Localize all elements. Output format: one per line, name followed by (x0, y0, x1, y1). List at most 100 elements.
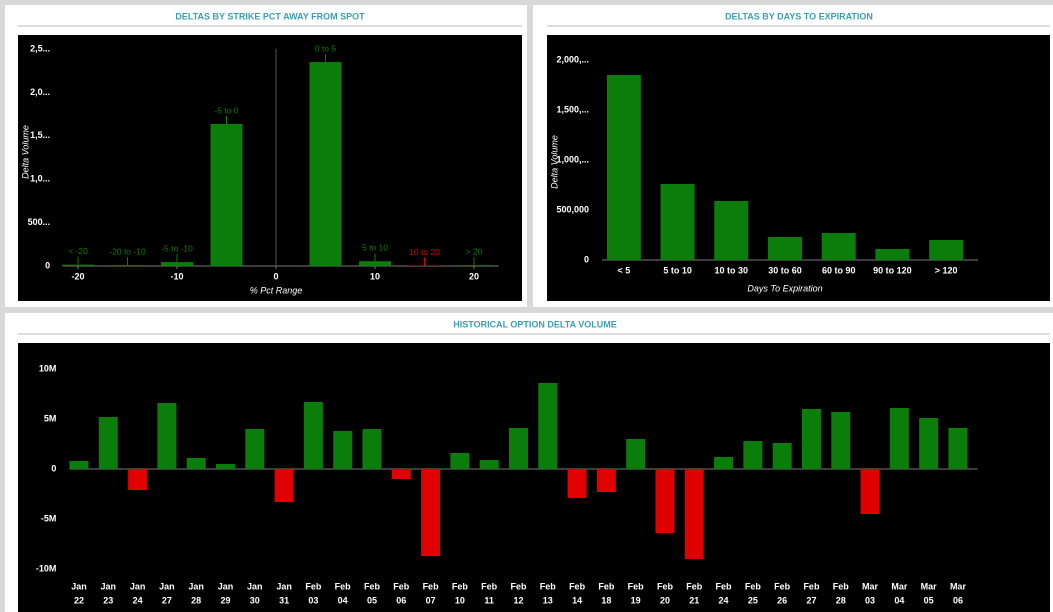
bar (889, 408, 909, 469)
x-tick-label: Jan (71, 581, 87, 591)
y-tick-label: 1,0... (30, 174, 50, 184)
bar (215, 464, 235, 469)
x-tick-label: < 5 (617, 265, 630, 275)
x-tick-label: 29 (220, 595, 230, 605)
bar (919, 418, 939, 469)
x-axis-title: Days To Expiration (747, 283, 822, 293)
x-tick-label: 12 (513, 595, 523, 605)
bar (362, 429, 382, 469)
x-tick-label: Feb (745, 581, 762, 591)
y-tick-label: 2,0... (30, 87, 50, 97)
x-tick-label: Feb (423, 581, 440, 591)
x-tick-label: Mar (921, 581, 938, 591)
data-label: < -20 (68, 246, 88, 256)
x-tick-label: Mar (950, 581, 967, 591)
x-tick-label: 24 (133, 595, 143, 605)
bar (821, 233, 856, 260)
x-tick-label: Feb (569, 581, 586, 591)
x-tick-label: Feb (833, 581, 850, 591)
x-tick-label: 18 (601, 595, 611, 605)
x-tick-label: Jan (101, 581, 117, 591)
x-tick-label: 04 (894, 595, 904, 605)
x-tick-label: 31 (279, 595, 289, 605)
x-tick-label: 07 (426, 595, 436, 605)
x-tick-label: 90 to 120 (873, 265, 912, 275)
x-tick-label: Jan (130, 581, 146, 591)
x-tick-label: 10 (370, 271, 380, 281)
x-tick-label: 0 (273, 271, 278, 281)
chart-title: DELTAS BY STRIKE PCT AWAY FROM SPOT (175, 11, 365, 21)
x-tick-label: Feb (540, 581, 557, 591)
x-tick-label: 04 (338, 595, 348, 605)
x-tick-label: Jan (247, 581, 263, 591)
x-tick-label: Feb (803, 581, 820, 591)
x-tick-label: 60 to 90 (822, 265, 856, 275)
x-tick-label: Feb (364, 581, 381, 591)
bar (743, 441, 763, 469)
bar (128, 469, 148, 490)
data-label: -5 to 0 (214, 105, 238, 115)
y-tick-label: 1,000,... (556, 154, 589, 164)
bar (772, 443, 792, 469)
plot-area (18, 343, 1050, 612)
bar (62, 264, 94, 266)
bar (860, 469, 880, 514)
x-tick-label: > 120 (935, 265, 958, 275)
x-tick-label: Feb (686, 581, 703, 591)
bar (274, 469, 294, 502)
y-tick-label: 2,000,... (556, 54, 589, 64)
bar (714, 201, 749, 260)
x-tick-label: Feb (305, 581, 322, 591)
x-tick-label: 10 (455, 595, 465, 605)
data-label: > 20 (466, 246, 483, 256)
y-tick-label: 500,000 (556, 204, 589, 214)
bar (245, 429, 265, 469)
x-tick-label: 27 (806, 595, 816, 605)
bar (801, 409, 821, 469)
y-tick-label: 0 (584, 254, 589, 264)
x-tick-label: Feb (657, 581, 674, 591)
x-tick-label: -20 (71, 271, 84, 281)
data-label: -5 to -10 (161, 243, 193, 253)
x-tick-label: 03 (865, 595, 875, 605)
x-tick-label: Feb (598, 581, 615, 591)
x-tick-label: Feb (452, 581, 469, 591)
x-tick-label: 06 (396, 595, 406, 605)
y-axis-title: Delta Volume (20, 125, 30, 179)
bar (875, 249, 910, 260)
bar (684, 469, 704, 559)
data-label: 10 to 20 (409, 247, 440, 257)
x-tick-label: Jan (276, 581, 292, 591)
x-tick-label: Feb (774, 581, 791, 591)
bar (303, 402, 323, 469)
data-label: -20 to -10 (109, 246, 146, 256)
bar (421, 469, 441, 556)
bar (391, 469, 411, 479)
x-tick-label: 25 (748, 595, 758, 605)
x-axis-title: % Pct Range (250, 285, 303, 295)
data-label: 5 to 10 (362, 242, 388, 252)
x-tick-label: 19 (631, 595, 641, 605)
bar (831, 412, 851, 469)
x-tick-label: 05 (924, 595, 934, 605)
x-tick-label: 11 (484, 595, 494, 605)
bar (948, 428, 968, 469)
x-tick-label: 30 to 60 (768, 265, 802, 275)
x-tick-label: 5 to 10 (663, 265, 692, 275)
x-tick-label: Feb (628, 581, 645, 591)
x-tick-label: 28 (191, 595, 201, 605)
y-axis-title: Delta Volume (549, 135, 559, 189)
x-tick-label: Jan (218, 581, 234, 591)
y-tick-label: 500... (28, 217, 51, 227)
x-tick-label: Feb (393, 581, 410, 591)
chart-title: HISTORICAL OPTION DELTA VOLUME (453, 319, 617, 329)
bar (161, 262, 193, 266)
bar (655, 469, 675, 533)
x-tick-label: Jan (159, 581, 175, 591)
bar (98, 417, 118, 469)
bar (186, 458, 206, 469)
x-tick-label: Feb (481, 581, 498, 591)
x-tick-label: Jan (188, 581, 204, 591)
